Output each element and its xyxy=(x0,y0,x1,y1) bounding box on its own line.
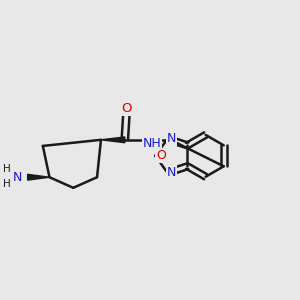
Text: N: N xyxy=(167,132,177,146)
Text: H: H xyxy=(3,178,10,189)
Text: O: O xyxy=(156,149,166,162)
Polygon shape xyxy=(28,174,50,180)
Polygon shape xyxy=(101,137,125,143)
Text: N: N xyxy=(167,166,177,179)
Text: H: H xyxy=(3,164,10,174)
Text: O: O xyxy=(121,102,131,115)
Text: NH: NH xyxy=(143,137,161,150)
Text: N: N xyxy=(13,171,22,184)
